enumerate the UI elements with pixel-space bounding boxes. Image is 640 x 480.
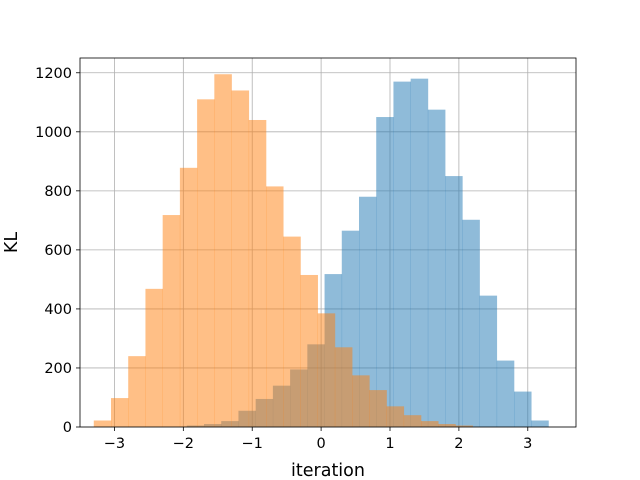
histogram-bar-series-2 (455, 425, 473, 427)
x-tick-label: 1 (385, 436, 394, 452)
histogram-bar-series-2 (438, 424, 456, 427)
y-tick-label: 1200 (35, 66, 72, 82)
x-tick-label: −3 (104, 436, 125, 452)
y-tick-label: 0 (63, 420, 72, 436)
histogram-bar-series-1 (427, 109, 446, 427)
histogram-bar-series-1 (376, 117, 394, 427)
histogram-bar-series-2 (231, 90, 250, 428)
y-tick-label: 200 (44, 361, 72, 377)
histogram-bar-series-2 (352, 375, 370, 427)
histogram-bar-series-2 (128, 356, 146, 427)
y-tick-label: 1000 (35, 125, 72, 141)
x-tick-label: 3 (523, 436, 532, 452)
x-tick-label: −2 (173, 436, 194, 452)
y-tick-label: 600 (44, 243, 72, 259)
histogram-bar-series-1 (531, 420, 549, 427)
plot-frame (79, 57, 577, 428)
histogram-bar-series-1 (359, 196, 377, 427)
histogram-bar-series-2 (403, 415, 422, 427)
histogram-bar-series-1 (410, 78, 429, 427)
histogram-bar-series-2 (248, 119, 267, 427)
x-tick-label: 0 (316, 436, 325, 452)
histogram-bar-series-1 (393, 81, 411, 427)
histogram-bar-series-2 (386, 406, 405, 427)
y-axis-label: KL (2, 232, 22, 253)
histogram-bar-series-2 (93, 420, 112, 427)
histogram-bar-series-2 (283, 236, 301, 427)
x-axis-label: iteration (291, 461, 365, 480)
histogram-bar-series-1 (514, 391, 532, 427)
histogram-bar-series-2 (197, 99, 215, 427)
histogram-bars (93, 74, 549, 428)
histogram-bar-series-2 (334, 347, 353, 427)
histogram-bar-series-2 (317, 313, 336, 427)
histogram-bar-series-2 (162, 215, 181, 427)
histogram-bar-series-2 (214, 74, 232, 428)
x-tick-label: −1 (242, 436, 263, 452)
histogram-bar-series-2 (369, 390, 387, 427)
y-tick-label: 400 (44, 302, 72, 318)
axis-ticks: −3 −2 −1 0 1 2 3 0 200 400 600 800 1000 1200 (35, 66, 532, 452)
histogram-bar-series-2 (179, 167, 198, 428)
histogram-bar-series-2 (111, 398, 129, 427)
histogram-bar-series-1 (496, 360, 515, 427)
x-tick-label: 2 (454, 436, 463, 452)
y-tick-label: 800 (44, 184, 72, 200)
histogram-bar-series-1 (462, 219, 480, 427)
histogram-bar-series-2 (266, 186, 284, 427)
histogram-bar-series-2 (421, 421, 439, 427)
histogram-bar-series-1 (445, 176, 463, 427)
histogram-bar-series-1 (479, 295, 498, 427)
histogram-bar-series-2 (145, 288, 163, 427)
histogram-bar-series-2 (300, 274, 318, 427)
